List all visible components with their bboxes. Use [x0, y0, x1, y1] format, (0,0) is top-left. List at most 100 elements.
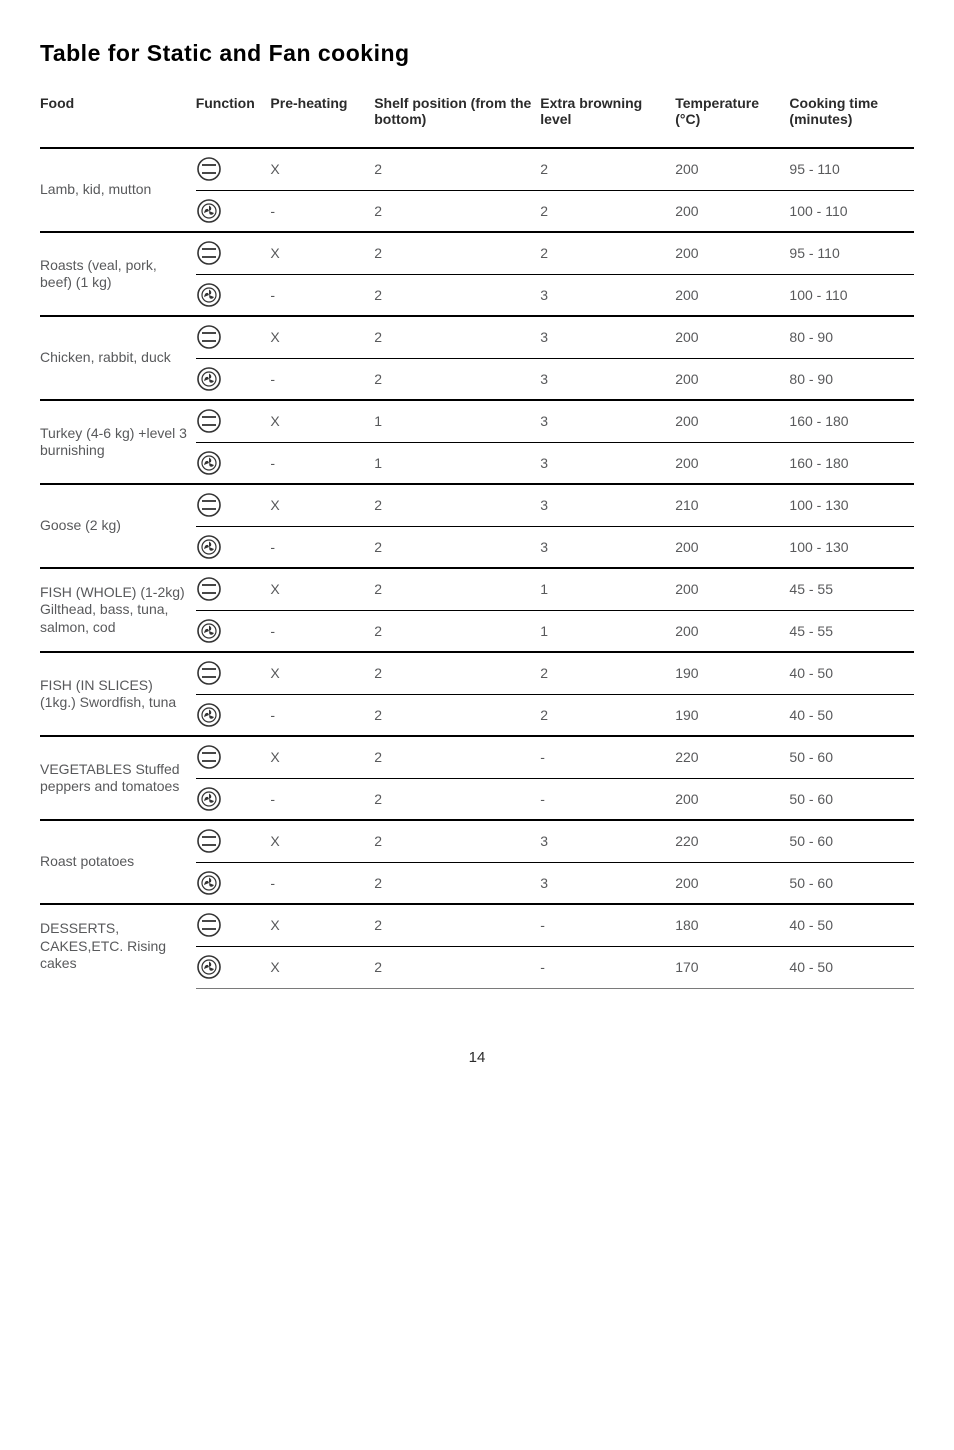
cell-temp: 200	[675, 862, 789, 904]
h-pre: Pre-heating	[270, 95, 374, 148]
cell-temp: 200	[675, 190, 789, 232]
food-cell: DESSERTS, CAKES,ETC. Rising cakes	[40, 904, 196, 988]
food-cell: Chicken, rabbit, duck	[40, 316, 196, 400]
cell-shelf: 2	[374, 778, 540, 820]
cell-brown: 2	[540, 190, 675, 232]
cell-pre: -	[270, 358, 374, 400]
cell-temp: 180	[675, 904, 789, 946]
cell-shelf: 2	[374, 316, 540, 358]
cell-time: 95 - 110	[789, 148, 914, 190]
table-row: VEGETABLES Stuffed peppers and tomatoesX…	[40, 736, 914, 778]
cell-time: 100 - 110	[789, 190, 914, 232]
cell-temp: 200	[675, 778, 789, 820]
table-row: Roast potatoesX2322050 - 60	[40, 820, 914, 862]
cell-pre: X	[270, 400, 374, 442]
cell-func	[196, 232, 271, 274]
cell-temp: 200	[675, 400, 789, 442]
h-food: Food	[40, 95, 196, 148]
cell-time: 160 - 180	[789, 442, 914, 484]
cell-temp: 220	[675, 820, 789, 862]
h-brown: Extra browning level	[540, 95, 675, 148]
cell-time: 100 - 130	[789, 484, 914, 526]
cell-pre: X	[270, 820, 374, 862]
cell-time: 50 - 60	[789, 736, 914, 778]
cell-func	[196, 694, 271, 736]
cooking-table: Food Function Pre-heating Shelf position…	[40, 95, 914, 989]
cell-pre: X	[270, 316, 374, 358]
food-cell: Goose (2 kg)	[40, 484, 196, 568]
table-row: FISH (IN SLICES) (1kg.) Swordfish, tunaX…	[40, 652, 914, 694]
cell-temp: 200	[675, 442, 789, 484]
static-icon	[196, 576, 222, 602]
cell-shelf: 2	[374, 862, 540, 904]
cell-brown: 3	[540, 400, 675, 442]
cell-func	[196, 736, 271, 778]
cell-time: 45 - 55	[789, 568, 914, 610]
food-cell: Roast potatoes	[40, 820, 196, 904]
cell-pre: X	[270, 148, 374, 190]
cell-shelf: 2	[374, 148, 540, 190]
food-cell: Roasts (veal, pork, beef) (1 kg)	[40, 232, 196, 316]
fan-icon	[196, 786, 222, 812]
cell-shelf: 2	[374, 274, 540, 316]
cell-func	[196, 778, 271, 820]
h-temp: Temperature (°C)	[675, 95, 789, 148]
cell-brown: 3	[540, 862, 675, 904]
cell-brown: 3	[540, 274, 675, 316]
cell-time: 40 - 50	[789, 904, 914, 946]
cell-func	[196, 358, 271, 400]
cell-temp: 220	[675, 736, 789, 778]
cell-time: 100 - 130	[789, 526, 914, 568]
static-icon	[196, 492, 222, 518]
table-row: Lamb, kid, muttonX2220095 - 110	[40, 148, 914, 190]
table-row: FISH (WHOLE) (1-2kg) Gilthead, bass, tun…	[40, 568, 914, 610]
cell-time: 45 - 55	[789, 610, 914, 652]
cell-pre: -	[270, 610, 374, 652]
cell-pre: X	[270, 232, 374, 274]
cell-time: 40 - 50	[789, 652, 914, 694]
static-icon	[196, 660, 222, 686]
cell-func	[196, 820, 271, 862]
cell-temp: 200	[675, 232, 789, 274]
static-icon	[196, 324, 222, 350]
cell-shelf: 1	[374, 442, 540, 484]
cell-brown: -	[540, 778, 675, 820]
cell-brown: 3	[540, 484, 675, 526]
cell-brown: -	[540, 946, 675, 988]
cell-func	[196, 316, 271, 358]
fan-icon	[196, 618, 222, 644]
cell-shelf: 2	[374, 232, 540, 274]
cell-brown: -	[540, 736, 675, 778]
cell-pre: -	[270, 442, 374, 484]
cell-shelf: 2	[374, 736, 540, 778]
cell-brown: 2	[540, 652, 675, 694]
cell-time: 95 - 110	[789, 232, 914, 274]
cell-time: 40 - 50	[789, 694, 914, 736]
static-icon	[196, 828, 222, 854]
cell-pre: -	[270, 862, 374, 904]
cell-brown: 1	[540, 610, 675, 652]
cell-brown: 3	[540, 442, 675, 484]
cell-func	[196, 610, 271, 652]
cell-shelf: 1	[374, 400, 540, 442]
static-icon	[196, 744, 222, 770]
fan-icon	[196, 534, 222, 560]
cell-shelf: 2	[374, 904, 540, 946]
cell-time: 80 - 90	[789, 358, 914, 400]
cell-brown: 1	[540, 568, 675, 610]
cell-temp: 200	[675, 148, 789, 190]
cell-func	[196, 148, 271, 190]
static-icon	[196, 912, 222, 938]
cell-pre: X	[270, 904, 374, 946]
h-function: Function	[196, 95, 271, 148]
cell-func	[196, 400, 271, 442]
food-cell: Lamb, kid, mutton	[40, 148, 196, 232]
cell-brown: 3	[540, 526, 675, 568]
cell-shelf: 2	[374, 358, 540, 400]
cell-func	[196, 190, 271, 232]
cell-pre: X	[270, 946, 374, 988]
cell-func	[196, 946, 271, 988]
cell-pre: -	[270, 274, 374, 316]
fan-icon	[196, 870, 222, 896]
cell-func	[196, 526, 271, 568]
